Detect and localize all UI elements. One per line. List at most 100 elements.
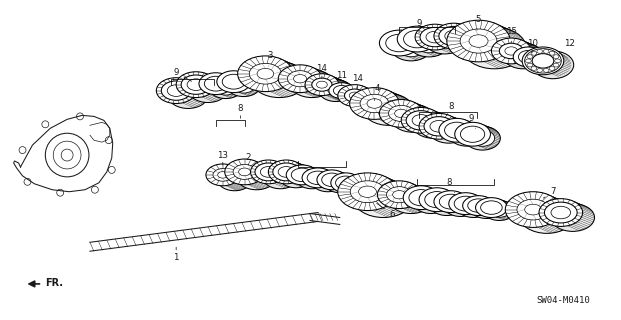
Ellipse shape [419, 113, 459, 139]
Ellipse shape [409, 31, 449, 57]
Ellipse shape [553, 55, 559, 59]
Ellipse shape [218, 169, 252, 191]
Ellipse shape [168, 83, 208, 108]
Ellipse shape [505, 47, 517, 55]
Ellipse shape [312, 78, 332, 91]
Ellipse shape [425, 192, 449, 208]
Text: 14: 14 [317, 64, 327, 79]
Ellipse shape [413, 190, 449, 213]
Ellipse shape [444, 195, 478, 217]
Ellipse shape [360, 94, 389, 113]
Ellipse shape [439, 27, 469, 46]
Ellipse shape [460, 126, 485, 142]
Ellipse shape [397, 26, 437, 52]
Ellipse shape [397, 39, 425, 57]
Ellipse shape [551, 204, 594, 231]
Text: 5: 5 [476, 15, 481, 30]
Ellipse shape [338, 176, 368, 196]
Ellipse shape [181, 75, 211, 94]
Ellipse shape [445, 122, 469, 138]
Ellipse shape [523, 51, 553, 71]
Ellipse shape [395, 109, 408, 117]
Ellipse shape [444, 27, 484, 53]
Ellipse shape [227, 75, 260, 97]
Ellipse shape [294, 75, 307, 83]
Text: FR.: FR. [45, 278, 63, 288]
Ellipse shape [426, 31, 444, 43]
Ellipse shape [209, 77, 243, 99]
Ellipse shape [204, 76, 227, 91]
Ellipse shape [531, 52, 537, 55]
Ellipse shape [255, 163, 282, 181]
Ellipse shape [415, 24, 455, 50]
Ellipse shape [218, 172, 228, 178]
Ellipse shape [527, 63, 533, 67]
Ellipse shape [412, 115, 430, 126]
Ellipse shape [476, 198, 507, 218]
Text: 8: 8 [238, 104, 243, 118]
Ellipse shape [252, 62, 307, 98]
Ellipse shape [404, 30, 430, 48]
Ellipse shape [188, 77, 228, 102]
Ellipse shape [539, 199, 582, 227]
Ellipse shape [419, 188, 455, 212]
Ellipse shape [549, 52, 555, 55]
Ellipse shape [537, 68, 543, 72]
Ellipse shape [545, 202, 577, 223]
Ellipse shape [454, 196, 477, 211]
Ellipse shape [543, 68, 549, 72]
Ellipse shape [206, 164, 240, 186]
Ellipse shape [338, 87, 365, 102]
Ellipse shape [470, 130, 495, 146]
Ellipse shape [176, 72, 216, 98]
Ellipse shape [296, 169, 328, 189]
Ellipse shape [329, 83, 355, 99]
Ellipse shape [213, 169, 232, 181]
Ellipse shape [379, 30, 419, 56]
Ellipse shape [345, 89, 365, 102]
Ellipse shape [257, 68, 274, 79]
Text: 15: 15 [505, 27, 517, 43]
Ellipse shape [525, 204, 542, 215]
Ellipse shape [429, 192, 465, 215]
Ellipse shape [312, 172, 343, 192]
Ellipse shape [249, 63, 281, 84]
Ellipse shape [237, 164, 276, 190]
Ellipse shape [391, 35, 431, 61]
Ellipse shape [449, 198, 472, 213]
Ellipse shape [455, 122, 491, 146]
Ellipse shape [532, 51, 574, 79]
Text: 3: 3 [268, 52, 273, 66]
Text: 4: 4 [374, 84, 380, 100]
Ellipse shape [519, 198, 574, 233]
Ellipse shape [491, 38, 531, 64]
Ellipse shape [434, 23, 474, 49]
Ellipse shape [317, 175, 338, 188]
Ellipse shape [476, 202, 497, 215]
Text: 14: 14 [352, 74, 363, 89]
Ellipse shape [238, 168, 250, 176]
Ellipse shape [481, 201, 502, 214]
Ellipse shape [268, 160, 304, 184]
Ellipse shape [465, 126, 501, 150]
Ellipse shape [389, 186, 433, 213]
Ellipse shape [199, 73, 233, 95]
Ellipse shape [317, 81, 327, 88]
Ellipse shape [484, 201, 515, 220]
Ellipse shape [455, 126, 479, 142]
Ellipse shape [325, 173, 355, 193]
Text: 6: 6 [377, 203, 395, 219]
Ellipse shape [302, 168, 334, 188]
Ellipse shape [449, 193, 483, 214]
Ellipse shape [278, 166, 294, 177]
Ellipse shape [363, 93, 413, 125]
Ellipse shape [430, 121, 448, 132]
Ellipse shape [420, 28, 450, 47]
Text: 2: 2 [246, 153, 252, 165]
Ellipse shape [531, 67, 537, 70]
Ellipse shape [217, 71, 250, 92]
Ellipse shape [278, 65, 322, 92]
Ellipse shape [222, 74, 245, 89]
Ellipse shape [386, 34, 413, 52]
Ellipse shape [238, 56, 293, 92]
